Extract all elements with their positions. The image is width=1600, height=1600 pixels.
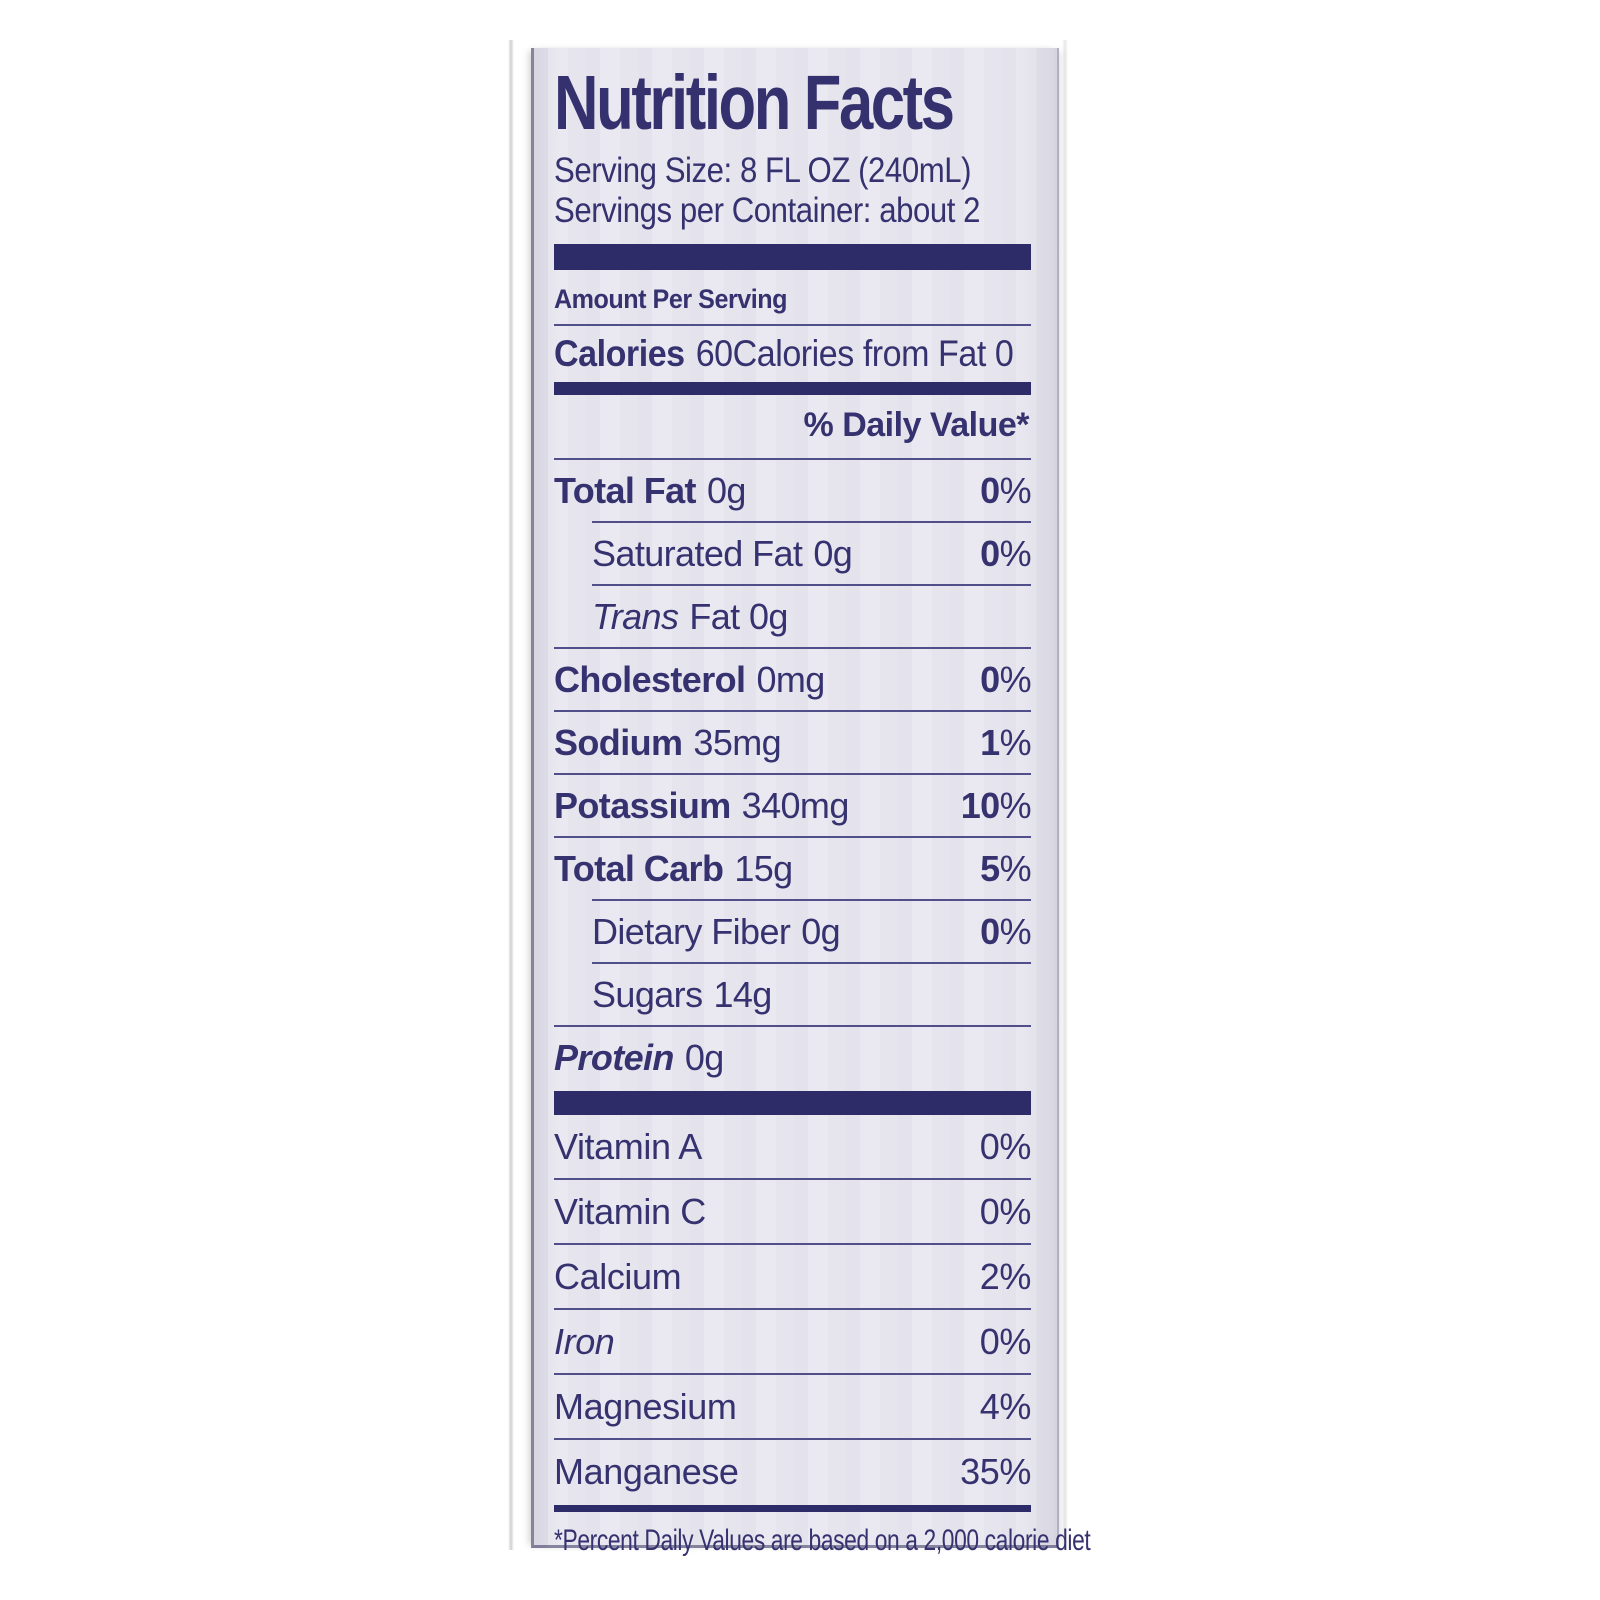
- section-bar-calories: [554, 382, 1031, 396]
- nutrient-row: Dietary Fiber 0g 0%: [592, 899, 1032, 962]
- bottle-edge-shadow-left: [508, 40, 514, 1550]
- nutrient-name: Saturated Fat 0g: [592, 532, 853, 574]
- micronutrient-row: Magnesium 4%: [554, 1373, 1031, 1438]
- serving-size: Serving Size: 8 FL OZ (240mL): [554, 150, 972, 190]
- nutrient-row: Protein 0g: [554, 1025, 1031, 1088]
- divider: [554, 324, 1031, 327]
- nutrient-row: Potassium 340mg 10%: [554, 773, 1032, 836]
- nutrient-row: Total Fat 0g 0%: [554, 458, 1032, 521]
- nutrient-name: Total Carb 15g: [554, 847, 793, 889]
- nutrient-name: Cholesterol 0mg: [554, 658, 825, 700]
- nutrient-rows: Total Fat 0g 0% Saturated Fat 0g 0% Trans F…: [554, 458, 1032, 1088]
- nutrient-row: Sugars 14g: [592, 962, 1031, 1025]
- micronutrient-name: Magnesium: [554, 1385, 737, 1427]
- micronutrient-row: Vitamin C 0%: [554, 1178, 1031, 1243]
- micronutrient-daily-value: 0%: [979, 1320, 1032, 1362]
- label-title: Nutrition Facts: [554, 60, 955, 146]
- micronutrient-name: Calcium: [554, 1255, 682, 1297]
- calories-value: 60: [695, 333, 733, 375]
- nutrient-name: Sodium 35mg: [554, 721, 782, 763]
- nutrient-row: Sodium 35mg 1%: [554, 710, 1032, 773]
- nutrient-daily-value: 5%: [980, 847, 1031, 889]
- micronutrient-daily-value: 35%: [960, 1450, 1031, 1492]
- nutrient-name: Potassium 340mg: [554, 784, 849, 826]
- nutrient-daily-value: 0%: [980, 910, 1031, 952]
- micronutrient-daily-value: 4%: [979, 1385, 1032, 1427]
- nutrient-name: Sugars 14g: [592, 973, 772, 1015]
- micronutrient-row: Iron 0%: [554, 1308, 1031, 1373]
- nutrient-row: Cholesterol 0mg 0%: [554, 647, 1032, 710]
- nutrient-row: Total Carb 15g 5%: [554, 836, 1032, 899]
- daily-value-header: % Daily Value*: [803, 406, 1030, 445]
- amount-per-serving-heading: Amount Per Serving: [554, 284, 788, 315]
- micronutrient-row: Manganese 35%: [554, 1438, 1031, 1503]
- nutrient-name: Trans Fat 0g: [592, 595, 788, 637]
- nutrient-row: Trans Fat 0g: [592, 584, 1031, 647]
- section-bar-footnote: [554, 1505, 1031, 1513]
- section-bar-micronutrients: [554, 1091, 1031, 1116]
- section-bar-top: [554, 244, 1031, 271]
- nutrient-row: Saturated Fat 0g 0%: [592, 521, 1032, 584]
- footnote: *Percent Daily Values are based on a 2,0…: [554, 1524, 1091, 1558]
- calories-row: Calories 60 Calories from Fat 0: [554, 326, 1014, 382]
- micronutrient-name: Vitamin A: [554, 1125, 702, 1167]
- nutrient-daily-value: 0%: [980, 658, 1031, 700]
- micronutrient-name: Iron: [554, 1320, 615, 1362]
- nutrient-name: Total Fat 0g: [554, 469, 746, 511]
- micronutrient-row: Vitamin A 0%: [554, 1115, 1031, 1178]
- nutrient-daily-value: 10%: [960, 784, 1032, 826]
- micronutrient-name: Manganese: [554, 1450, 739, 1492]
- micronutrient-row: Calcium 2%: [554, 1243, 1031, 1308]
- micronutrient-daily-value: 0%: [979, 1125, 1032, 1167]
- bottle-edge-shadow-right: [1062, 40, 1068, 1550]
- nutrient-name: Dietary Fiber 0g: [592, 910, 841, 952]
- nutrient-daily-value: 0%: [980, 469, 1031, 511]
- micronutrient-daily-value: 2%: [979, 1255, 1032, 1297]
- calories-from-fat: Calories from Fat 0: [732, 333, 1014, 375]
- calories-label: Calories: [554, 333, 685, 375]
- micronutrient-rows: Vitamin A 0% Vitamin C 0% Calcium 2% Iro…: [554, 1115, 1031, 1503]
- nutrient-name: Protein 0g: [554, 1036, 724, 1078]
- micronutrient-daily-value: 0%: [979, 1190, 1032, 1232]
- nutrient-daily-value: 1%: [980, 721, 1031, 763]
- nutrition-facts-label: Nutrition Facts Serving Size: 8 FL OZ (2…: [531, 48, 1091, 1557]
- nutrient-daily-value: 0%: [980, 532, 1031, 574]
- micronutrient-name: Vitamin C: [554, 1190, 706, 1232]
- servings-per-container: Servings per Container: about 2: [554, 191, 981, 231]
